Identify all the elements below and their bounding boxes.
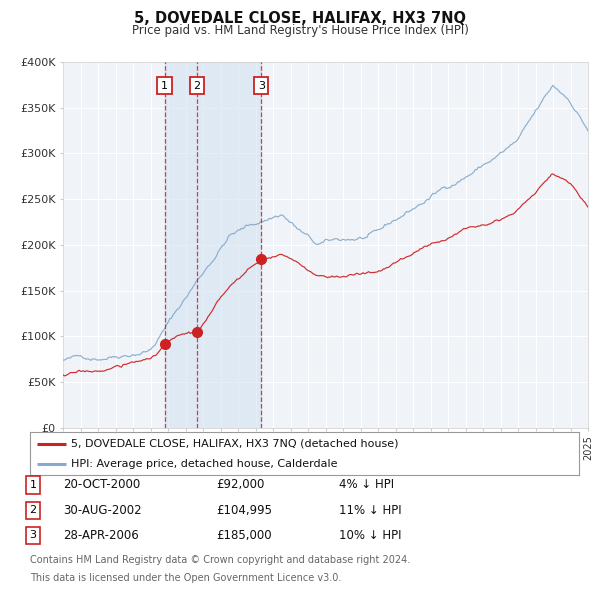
Bar — [164, 62, 261, 428]
Text: 3: 3 — [258, 81, 265, 91]
Text: HPI: Average price, detached house, Calderdale: HPI: Average price, detached house, Cald… — [71, 459, 338, 469]
Text: 10% ↓ HPI: 10% ↓ HPI — [339, 529, 401, 542]
Text: Price paid vs. HM Land Registry's House Price Index (HPI): Price paid vs. HM Land Registry's House … — [131, 24, 469, 37]
Text: This data is licensed under the Open Government Licence v3.0.: This data is licensed under the Open Gov… — [30, 573, 341, 583]
Text: £185,000: £185,000 — [216, 529, 272, 542]
Text: 20-OCT-2000: 20-OCT-2000 — [63, 478, 140, 491]
Text: £92,000: £92,000 — [216, 478, 265, 491]
Text: 28-APR-2006: 28-APR-2006 — [63, 529, 139, 542]
Text: 11% ↓ HPI: 11% ↓ HPI — [339, 504, 401, 517]
Text: 4% ↓ HPI: 4% ↓ HPI — [339, 478, 394, 491]
Text: Contains HM Land Registry data © Crown copyright and database right 2024.: Contains HM Land Registry data © Crown c… — [30, 555, 410, 565]
Text: 3: 3 — [29, 530, 37, 540]
Text: 30-AUG-2002: 30-AUG-2002 — [63, 504, 142, 517]
Text: 2: 2 — [29, 506, 37, 515]
Text: 1: 1 — [161, 81, 168, 91]
Text: 1: 1 — [29, 480, 37, 490]
Text: 5, DOVEDALE CLOSE, HALIFAX, HX3 7NQ (detached house): 5, DOVEDALE CLOSE, HALIFAX, HX3 7NQ (det… — [71, 438, 398, 448]
Text: 5, DOVEDALE CLOSE, HALIFAX, HX3 7NQ: 5, DOVEDALE CLOSE, HALIFAX, HX3 7NQ — [134, 11, 466, 25]
Text: £104,995: £104,995 — [216, 504, 272, 517]
Text: 2: 2 — [194, 81, 200, 91]
